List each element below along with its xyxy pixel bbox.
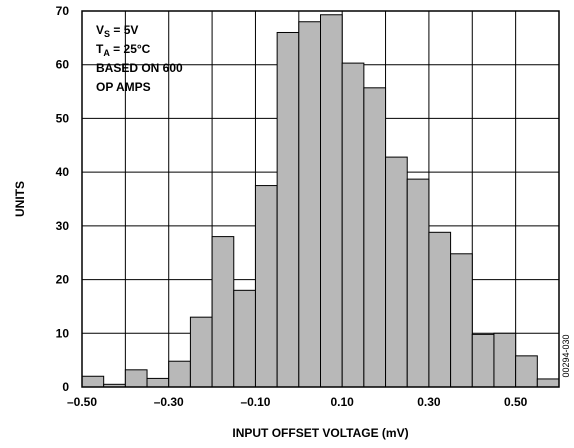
plot-frame	[81, 10, 560, 388]
histogram-bar	[233, 289, 256, 388]
annotation-vs-symbol: V	[96, 23, 104, 37]
histogram-bar	[536, 378, 560, 388]
x-axis-title: INPUT OFFSET VOLTAGE (mV)	[232, 426, 408, 440]
figure-code: 00294-030	[561, 334, 571, 377]
histogram-bar	[168, 360, 191, 388]
y-tick-label: 60	[56, 58, 70, 72]
histogram-bar	[428, 231, 452, 388]
histogram-bar	[124, 369, 148, 388]
annotation-sample-size: BASED ON 600	[96, 61, 183, 75]
x-tick-label: 0.10	[331, 395, 355, 409]
y-tick-labels: 0 10 20 30 40 50 60 70	[56, 4, 70, 394]
histogram-bar	[385, 156, 408, 388]
histogram-bar	[189, 316, 213, 388]
x-tick-label: –0.50	[67, 395, 97, 409]
histogram-bar	[406, 178, 430, 388]
y-axis-title: UNITS	[13, 181, 27, 217]
annotation-vs-value: = 5V	[110, 23, 138, 37]
annotation-ta-symbol: T	[96, 42, 104, 56]
histogram-bar	[81, 375, 105, 388]
histogram-bar	[254, 185, 278, 388]
histogram-bar	[276, 31, 300, 388]
y-tick-label: 50	[56, 111, 70, 125]
annotation-temperature: TA = 25°C	[96, 42, 151, 58]
annotation-supply-voltage: VS = 5V	[96, 23, 138, 39]
y-tick-label: 20	[56, 273, 70, 287]
x-tick-label: –0.30	[154, 395, 184, 409]
y-tick-label: 40	[56, 165, 70, 179]
y-tick-label: 70	[56, 4, 70, 18]
x-tick-label: 0.50	[504, 395, 528, 409]
histogram-bar	[450, 253, 473, 388]
bars	[81, 14, 560, 388]
histogram-bar	[363, 87, 387, 388]
histogram-bar	[211, 236, 235, 388]
y-tick-label: 0	[62, 380, 69, 394]
y-tick-label: 10	[56, 326, 70, 340]
histogram-bar	[471, 333, 495, 388]
annotation-device-type: OP AMPS	[96, 80, 151, 94]
annotation-ta-subscript: A	[103, 48, 110, 58]
histogram-bar	[341, 62, 365, 388]
histogram-bar	[493, 332, 517, 388]
x-tick-labels: –0.50 –0.30 –0.10 0.10 0.30 0.50	[67, 395, 528, 409]
annotation-vs-subscript: S	[104, 29, 110, 39]
x-tick-label: –0.10	[240, 395, 270, 409]
x-tick-label: 0.30	[417, 395, 441, 409]
histogram-bar	[320, 14, 343, 388]
histogram-bar	[146, 377, 170, 388]
conditions-annotation: VS = 5V TA = 25°C BASED ON 600 OP AMPS	[96, 23, 183, 94]
histogram-bar	[515, 355, 538, 388]
annotation-ta-value: = 25°C	[110, 42, 151, 56]
y-tick-label: 30	[56, 219, 70, 233]
histogram-bar	[298, 21, 321, 388]
